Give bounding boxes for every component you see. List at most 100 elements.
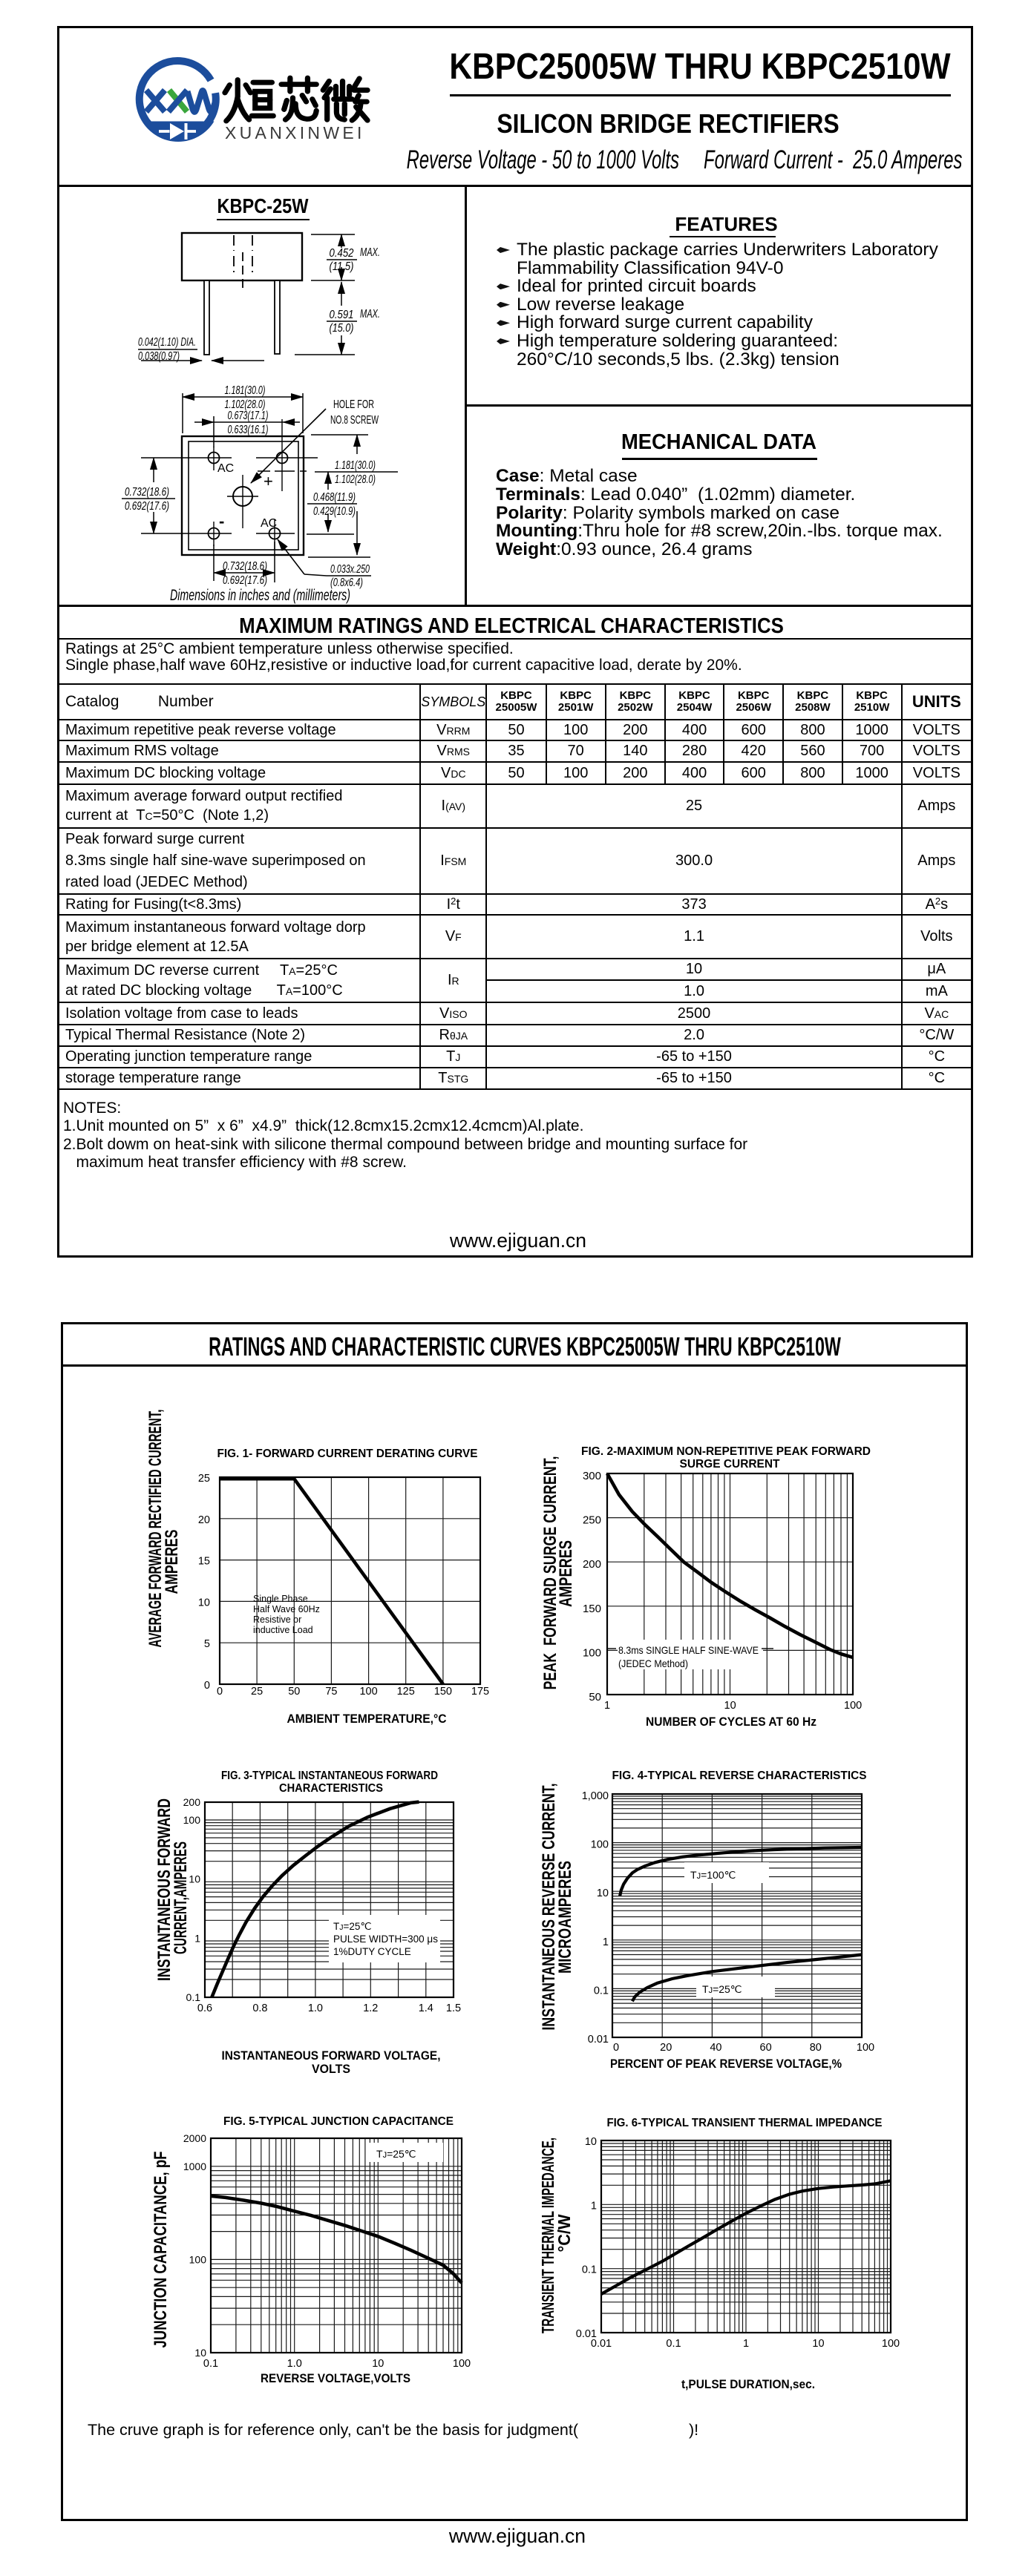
svg-text:FIG. 1- FORWARD CURRENT DERATI: FIG. 1- FORWARD CURRENT DERATING CURVE — [217, 1448, 478, 1460]
svg-text:300: 300 — [583, 1470, 601, 1482]
svg-text:1.0: 1.0 — [287, 2358, 302, 2370]
svg-text:1: 1 — [194, 1932, 200, 1944]
svg-text:10: 10 — [585, 2136, 597, 2148]
svg-text:125: 125 — [397, 1686, 415, 1698]
svg-text:1: 1 — [743, 2338, 749, 2350]
svg-text:INSTANTANEOUS FORWARD VOLTAGE,: INSTANTANEOUS FORWARD VOLTAGE, — [222, 2048, 441, 2063]
svg-text:TJ=100℃: TJ=100℃ — [690, 1869, 736, 1881]
svg-text:TJ=25℃: TJ=25℃ — [333, 1921, 372, 1932]
svg-text:1,000: 1,000 — [582, 1790, 609, 1802]
svg-text:0.042(1.10) DIA.: 0.042(1.10) DIA. — [138, 336, 196, 349]
svg-text:1.181(30.0): 1.181(30.0) — [225, 384, 266, 397]
svg-text:(0.8x6.4): (0.8x6.4) — [330, 576, 363, 589]
svg-text:0.1: 0.1 — [203, 2358, 218, 2370]
svg-text:0.01: 0.01 — [591, 2338, 612, 2350]
svg-text:25: 25 — [251, 1686, 263, 1698]
svg-text:20: 20 — [198, 1514, 210, 1526]
svg-text:10: 10 — [372, 2358, 384, 2370]
svg-text:MICROAMPERES: MICROAMPERES — [555, 1861, 575, 1974]
svg-text:AMPERES: AMPERES — [162, 1530, 182, 1594]
svg-text:1.102(28.0): 1.102(28.0) — [335, 473, 376, 486]
svg-text:100: 100 — [359, 1686, 377, 1698]
svg-text:1.0: 1.0 — [308, 2002, 323, 2014]
svg-text:1.2: 1.2 — [363, 2002, 378, 2014]
svg-text:VOLTS: VOLTS — [312, 2062, 350, 2076]
svg-text:0.1: 0.1 — [186, 1991, 201, 2003]
svg-text:°C/W: °C/W — [554, 2214, 574, 2252]
svg-text:HOLE FOR: HOLE FOR — [333, 398, 374, 411]
svg-text:1.181(30.0): 1.181(30.0) — [335, 459, 376, 472]
svg-text:Dimensions in inches and (mill: Dimensions in inches and (millimeters) — [170, 587, 350, 604]
svg-text:1: 1 — [591, 2200, 597, 2212]
svg-text:FIG. 6-TYPICAL TRANSIENT THERM: FIG. 6-TYPICAL TRANSIENT THERMAL IMPEDAN… — [607, 2117, 883, 2129]
svg-text:Single Phase: Single Phase — [253, 1594, 308, 1604]
svg-text:NUMBER OF CYCLES AT 60 Hz: NUMBER OF CYCLES AT 60 Hz — [646, 1715, 816, 1729]
svg-text:10: 10 — [189, 1873, 200, 1885]
svg-text:75: 75 — [325, 1686, 337, 1698]
svg-text:0.468(11.9): 0.468(11.9) — [313, 491, 356, 504]
svg-text:10: 10 — [812, 2338, 824, 2350]
svg-text:10: 10 — [724, 1700, 736, 1712]
svg-text:100: 100 — [453, 2358, 471, 2370]
svg-text:AVERAGE FORWARD RECTIFIED CURR: AVERAGE FORWARD RECTIFIED CURRENT, — [145, 1410, 166, 1648]
svg-text:1.102(28.0): 1.102(28.0) — [225, 398, 266, 411]
svg-text:0: 0 — [204, 1680, 210, 1692]
svg-text:FIG. 5-TYPICAL JUNCTION CAPACI: FIG. 5-TYPICAL JUNCTION CAPACITANCE — [223, 2115, 454, 2128]
svg-text:8.3ms SINGLE HALF SINE-WAVE: 8.3ms SINGLE HALF SINE-WAVE — [618, 1644, 759, 1656]
svg-text:1000: 1000 — [183, 2161, 206, 2172]
svg-text:1: 1 — [603, 1936, 609, 1948]
svg-text:AC: AC — [261, 517, 277, 530]
svg-text:200: 200 — [583, 1558, 601, 1571]
svg-text:AMPERES: AMPERES — [556, 1540, 576, 1607]
svg-text:MAX.: MAX. — [360, 308, 380, 321]
svg-text:0.01: 0.01 — [576, 2328, 597, 2340]
svg-text:Resistive or: Resistive or — [253, 1614, 301, 1625]
svg-text:t,PULSE DURATION,sec.: t,PULSE DURATION,sec. — [681, 2378, 815, 2391]
svg-text:100: 100 — [189, 2253, 207, 2265]
svg-text:CHARACTERISTICS: CHARACTERISTICS — [279, 1782, 383, 1795]
svg-text:100: 100 — [844, 1700, 862, 1712]
svg-text:Half Wave 60Hz: Half Wave 60Hz — [253, 1604, 320, 1614]
svg-text:100: 100 — [857, 2042, 874, 2054]
svg-text:0: 0 — [217, 1686, 223, 1698]
svg-text:0.673(17.1): 0.673(17.1) — [228, 410, 269, 422]
svg-text:40: 40 — [710, 2042, 721, 2054]
svg-text:1: 1 — [604, 1700, 610, 1712]
svg-text:0.732(18.6): 0.732(18.6) — [125, 486, 169, 499]
svg-text:FIG. 4-TYPICAL REVERSE CHARACT: FIG. 4-TYPICAL REVERSE CHARACTERISTICS — [612, 1770, 867, 1782]
svg-text:KBPC-25W: KBPC-25W — [217, 194, 309, 217]
svg-text:60: 60 — [760, 2042, 772, 2054]
svg-text:SURGE CURRENT: SURGE CURRENT — [680, 1458, 780, 1471]
svg-text:MAX.: MAX. — [360, 246, 380, 259]
svg-text:100: 100 — [882, 2338, 900, 2350]
svg-text:0.033x.250: 0.033x.250 — [330, 563, 370, 576]
svg-text:1.5: 1.5 — [446, 2002, 461, 2014]
svg-text:PULSE WIDTH=300 μs: PULSE WIDTH=300 μs — [333, 1933, 438, 1945]
svg-text:15: 15 — [198, 1556, 210, 1568]
svg-text:(15.0): (15.0) — [330, 322, 354, 335]
svg-text:TJ=25℃: TJ=25℃ — [376, 2148, 416, 2160]
svg-text:inductive Load: inductive Load — [253, 1625, 313, 1635]
svg-text:-: - — [219, 512, 224, 530]
svg-text:NO.8 SCREW: NO.8 SCREW — [330, 414, 379, 427]
svg-text:0.038(0.97): 0.038(0.97) — [138, 350, 180, 363]
svg-text:INSTANTANEOUS FORWARD: INSTANTANEOUS FORWARD — [154, 1798, 174, 1981]
svg-text:(JEDEC Method): (JEDEC Method) — [618, 1657, 688, 1669]
svg-text:50: 50 — [589, 1691, 601, 1703]
svg-text:JUNCTION CAPACITANCE, pF: JUNCTION CAPACITANCE, pF — [151, 2152, 171, 2348]
svg-text:25: 25 — [198, 1473, 210, 1485]
svg-text:0.692(17.6): 0.692(17.6) — [125, 500, 169, 513]
svg-text:AMBIENT TEMPERATURE,°C: AMBIENT TEMPERATURE,°C — [287, 1712, 447, 1726]
svg-text:0.1: 0.1 — [666, 2338, 681, 2350]
svg-text:10: 10 — [597, 1887, 609, 1899]
svg-text:100: 100 — [591, 1839, 609, 1851]
svg-text:0.6: 0.6 — [197, 2002, 212, 2014]
svg-text:50: 50 — [288, 1686, 300, 1698]
svg-text:5: 5 — [204, 1638, 210, 1650]
svg-text:10: 10 — [198, 1597, 210, 1609]
svg-text:0.591: 0.591 — [330, 309, 354, 321]
svg-text:0.8: 0.8 — [252, 2002, 267, 2014]
svg-text:0.429(10.9): 0.429(10.9) — [313, 505, 356, 518]
svg-text:2000: 2000 — [183, 2132, 206, 2144]
svg-text:250: 250 — [583, 1514, 601, 1527]
